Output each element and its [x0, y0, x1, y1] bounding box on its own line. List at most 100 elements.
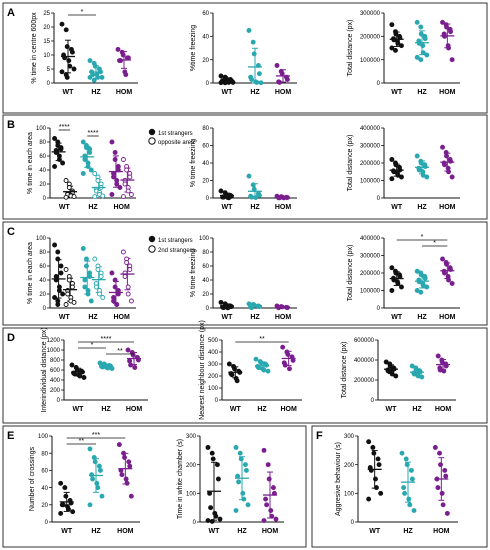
y-tick-label: 20 [202, 179, 209, 185]
data-point [378, 490, 384, 496]
data-point [52, 136, 58, 141]
y-tick-label: 100 [344, 492, 355, 498]
data-point [91, 455, 97, 460]
data-point [449, 281, 455, 286]
x-tick-label: WT [222, 314, 234, 321]
x-tick-label: HZ [88, 204, 98, 211]
data-point [265, 368, 271, 374]
data-point [409, 476, 415, 482]
x-tick-label: WT [59, 204, 71, 211]
data-point [264, 502, 270, 508]
data-point [420, 50, 426, 56]
y-axis-label: % time in each area [27, 132, 34, 194]
x-tick-label: HOM [117, 528, 134, 535]
data-point [389, 176, 395, 182]
y-tick-label: 200000 [360, 271, 381, 277]
y-tick-label: 0 [215, 398, 219, 404]
data-point [441, 368, 447, 374]
data-point [88, 298, 94, 304]
y-tick-label: 60 [202, 144, 209, 150]
data-point [58, 146, 64, 152]
y-tick-label: 1000 [47, 348, 61, 354]
data-point [112, 277, 118, 283]
y-axis-label: % time freezing [190, 139, 197, 187]
data-point [128, 493, 134, 499]
panel-frame [2, 221, 488, 326]
x-tick-label: HZ [91, 89, 101, 96]
data-point [97, 467, 103, 473]
x-tick-label: HZ [101, 406, 111, 413]
data-point [208, 505, 214, 511]
data-point [52, 242, 58, 248]
chart-d3: 0 200000 400000 600000 Total distance (px) WT… [341, 338, 456, 413]
data-point [60, 160, 66, 166]
data-point [402, 490, 408, 496]
data-point [442, 162, 447, 168]
chart-b2: 0 20 40 60 80 % time freezing WT HZ HOM [190, 126, 297, 211]
data-point [256, 71, 262, 77]
data-point [393, 47, 398, 53]
x-tick-label: WT [386, 406, 398, 413]
data-point [74, 367, 80, 373]
legend-label: 1st strangers [158, 238, 193, 244]
data-point [444, 261, 449, 267]
y-tick-label: 0 [371, 398, 375, 404]
data-point [80, 139, 86, 145]
y-tick-label: 0 [377, 306, 381, 312]
chart-b3: 0 100000 200000 300000 400000 Total distance … [347, 126, 460, 211]
data-point [115, 46, 121, 52]
x-tick-label: HOM [116, 89, 133, 96]
data-point [128, 192, 134, 197]
data-point [440, 19, 445, 25]
data-point [122, 455, 127, 460]
y-tick-label: 10 [43, 53, 50, 59]
sig-label: * [91, 342, 94, 349]
y-tick-label: 40 [39, 278, 46, 284]
data-point [63, 267, 69, 272]
data-point [87, 446, 93, 452]
data-point [376, 462, 382, 468]
y-tick-label: 500 [208, 338, 219, 344]
data-point [253, 356, 259, 362]
data-point [121, 450, 126, 456]
data-point [393, 31, 399, 37]
data-point [424, 284, 430, 290]
data-point [399, 43, 404, 49]
sig-label: **** [59, 124, 70, 131]
y-tick-label: 80 [202, 250, 209, 256]
y-tick-label: 100 [186, 492, 197, 498]
y-tick-label: 40 [41, 486, 48, 492]
data-point [397, 274, 403, 279]
y-tick-label: 80 [39, 250, 46, 256]
data-point [109, 192, 115, 197]
y-tick-label: 100000 [360, 58, 381, 64]
data-point [209, 450, 215, 456]
data-point [236, 479, 242, 485]
y-tick-label: 40 [202, 35, 209, 41]
data-point [82, 157, 88, 162]
data-point [250, 39, 256, 45]
y-tick-label: 0 [45, 520, 49, 526]
data-point [440, 256, 445, 262]
y-tick-label: 100 [36, 126, 47, 132]
y-tick-label: 0 [57, 398, 61, 404]
data-point [66, 277, 72, 283]
y-axis-label: Aggresive behaviour (s) [335, 442, 342, 516]
data-point [87, 150, 93, 155]
panel-letter: E [7, 430, 14, 442]
data-point [399, 450, 405, 456]
data-point [268, 508, 274, 513]
y-tick-label: 60 [39, 264, 46, 270]
y-axis-label: Time in white chamber (s) [177, 439, 184, 519]
y-tick-label: 200 [344, 463, 355, 469]
data-point [87, 502, 93, 508]
data-point [389, 371, 395, 377]
data-point [123, 72, 129, 78]
data-point [122, 274, 128, 279]
data-point [414, 153, 420, 159]
x-tick-label: HZ [417, 204, 427, 211]
data-point [82, 284, 88, 290]
y-tick-label: 0 [351, 520, 355, 526]
x-tick-label: HZ [91, 528, 101, 535]
y-axis-label: % time freezing [190, 249, 197, 297]
